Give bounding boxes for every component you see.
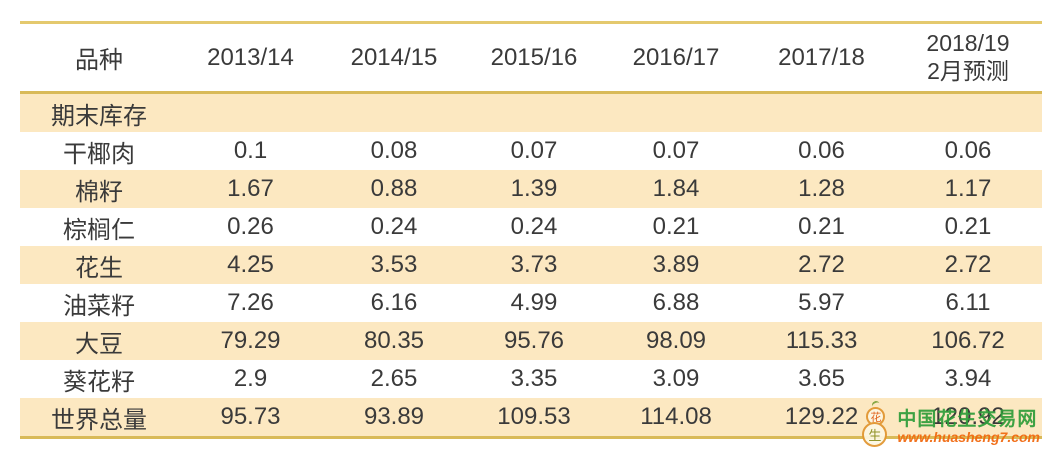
value-cell: 2.72 bbox=[944, 251, 992, 278]
column-header: 2017/18 bbox=[778, 43, 865, 71]
value-cell: 3.09 bbox=[652, 365, 700, 392]
value-cell: 6.88 bbox=[652, 289, 700, 316]
value-cell: 3.94 bbox=[944, 365, 992, 392]
gourd-bottom-char: 生 bbox=[862, 422, 888, 447]
table-body: 期末库存 干椰肉 0.1 0.08 0.07 0.07 0.06 0.06 棉籽 1.67 0.8… bbox=[20, 92, 1042, 438]
value-cell: 1.39 bbox=[510, 175, 558, 202]
value-cell: 4.25 bbox=[227, 251, 274, 278]
value-cell: 79.29 bbox=[220, 327, 281, 354]
value-cell: 0.21 bbox=[798, 213, 845, 240]
watermark: 花 生 中国花生交易网 www.huasheng7.com bbox=[857, 399, 1040, 453]
value-cell: 1.17 bbox=[944, 175, 992, 202]
value-cell: 0.07 bbox=[652, 137, 700, 164]
value-cell: 115.33 bbox=[785, 327, 858, 354]
value-cell: 0.26 bbox=[227, 213, 274, 240]
value-cell: 0.21 bbox=[652, 213, 700, 240]
value-cell: 106.72 bbox=[931, 327, 1005, 354]
value-cell: 1.28 bbox=[798, 175, 845, 202]
value-cell: 6.16 bbox=[370, 289, 418, 316]
value-cell: 120.92 bbox=[931, 403, 1005, 430]
value-cell: 0.88 bbox=[370, 175, 418, 202]
column-header: 2016/17 bbox=[632, 43, 720, 71]
value-cell: 1.67 bbox=[227, 175, 274, 202]
value-cell: 6.11 bbox=[945, 289, 991, 316]
watermark-site-name: 中国花生交易网 bbox=[897, 408, 1038, 430]
header-row: 品种 2013/14 2014/15 2015/16 2016/17 2017/18 20… bbox=[20, 22, 1042, 93]
value-cell: 2.72 bbox=[798, 251, 845, 278]
value-cell: 0.24 bbox=[370, 213, 418, 240]
row-label: 世界总量 bbox=[51, 406, 147, 434]
value-cell: 0.08 bbox=[370, 137, 418, 164]
table-row: 大豆 79.29 80.35 95.76 98.09 115.33 106.72 bbox=[20, 322, 1042, 360]
section-row-filler bbox=[178, 93, 1042, 133]
value-cell: 4.99 bbox=[510, 289, 558, 316]
value-cell: 80.35 bbox=[363, 327, 425, 354]
value-cell: 5.97 bbox=[798, 289, 845, 316]
value-cell: 3.89 bbox=[652, 251, 700, 278]
value-cell: 0.06 bbox=[944, 137, 992, 164]
value-cell: 0.07 bbox=[510, 137, 558, 164]
value-cell: 7.26 bbox=[227, 289, 274, 316]
table-row: 葵花籽 2.9 2.65 3.35 3.09 3.65 3.94 bbox=[20, 360, 1042, 398]
value-cell: 95.73 bbox=[220, 403, 281, 430]
table-row: 棉籽 1.67 0.88 1.39 1.84 1.28 1.17 bbox=[20, 170, 1042, 208]
column-header: 2014/15 bbox=[350, 43, 438, 71]
section-label: 期末库存 bbox=[51, 102, 147, 130]
row-label: 葵花籽 bbox=[63, 368, 135, 396]
row-label: 干椰肉 bbox=[63, 140, 135, 168]
column-header: 2013/14 bbox=[207, 43, 294, 71]
value-cell: 0.1 bbox=[233, 137, 268, 164]
row-label: 花生 bbox=[75, 254, 123, 282]
row-header-label: 品种 bbox=[75, 47, 123, 74]
value-cell: 109.53 bbox=[497, 403, 571, 430]
oilseed-ending-stocks-table: 品种 2013/14 2014/15 2015/16 2016/17 2017/18 20… bbox=[20, 21, 1042, 439]
watermark-text-block: 中国花生交易网 www.huasheng7.com bbox=[897, 408, 1040, 445]
row-label: 油菜籽 bbox=[63, 292, 135, 320]
value-cell: 3.53 bbox=[370, 251, 418, 278]
row-label: 棕榈仁 bbox=[63, 216, 135, 244]
value-cell: 0.21 bbox=[944, 213, 992, 240]
value-cell: 2.65 bbox=[370, 365, 418, 392]
value-cell: 1.84 bbox=[652, 175, 700, 202]
peanut-gourd-logo-icon: 花 生 bbox=[857, 399, 893, 453]
value-cell: 95.76 bbox=[503, 327, 565, 354]
value-cell: 0.06 bbox=[798, 137, 845, 164]
row-label: 大豆 bbox=[75, 330, 123, 358]
value-cell: 0.24 bbox=[510, 213, 558, 240]
table-row: 干椰肉 0.1 0.08 0.07 0.07 0.06 0.06 bbox=[20, 132, 1042, 170]
column-header: 2018/19 2月预测 bbox=[926, 30, 1010, 84]
value-cell: 114.08 bbox=[640, 403, 712, 430]
watermark-site-url: www.huasheng7.com bbox=[897, 428, 1040, 445]
value-cell: 129.22 bbox=[784, 403, 859, 430]
table-row: 油菜籽 7.26 6.16 4.99 6.88 5.97 6.11 bbox=[20, 284, 1042, 322]
value-cell: 93.89 bbox=[363, 403, 425, 430]
section-row: 期末库存 bbox=[20, 92, 1042, 133]
row-label: 棉籽 bbox=[75, 178, 123, 206]
value-cell: 3.35 bbox=[510, 365, 558, 392]
table-row: 棕榈仁 0.26 0.24 0.24 0.21 0.21 0.21 bbox=[20, 208, 1042, 246]
value-cell: 98.09 bbox=[645, 327, 707, 354]
table-row: 花生 4.25 3.53 3.73 3.89 2.72 2.72 bbox=[20, 246, 1042, 284]
value-cell: 3.73 bbox=[510, 251, 558, 278]
value-cell: 3.65 bbox=[798, 365, 845, 392]
column-header: 2015/16 bbox=[490, 43, 578, 71]
value-cell: 2.9 bbox=[233, 365, 268, 392]
